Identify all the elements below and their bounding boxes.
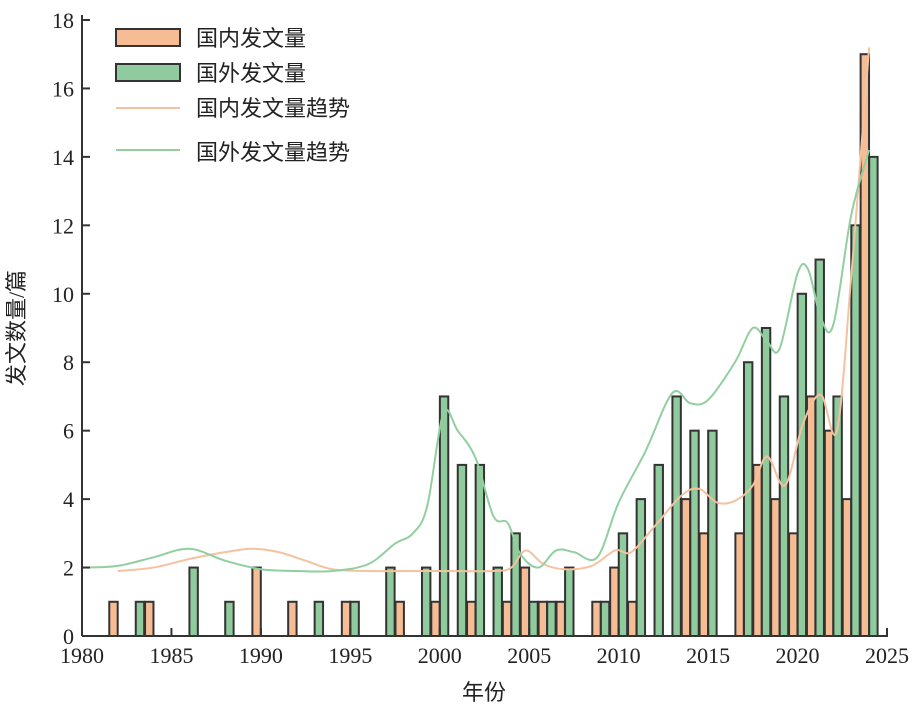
bar-foreign-1986 bbox=[188, 566, 199, 637]
bar-domestic-1998 bbox=[394, 600, 405, 637]
legend-label-foreign: 国外发文量 bbox=[196, 61, 306, 86]
bar-domestic-2002 bbox=[466, 600, 477, 637]
x-axis-title: 年份 bbox=[462, 680, 506, 705]
legend-swatch-foreign bbox=[115, 63, 181, 82]
y-tick-label: 16 bbox=[52, 76, 74, 101]
bar-domestic-2015 bbox=[698, 532, 710, 637]
bar-domestic-2004 bbox=[501, 600, 513, 637]
x-tick-label: 2025 bbox=[865, 643, 909, 668]
bar-foreign-2014 bbox=[689, 429, 700, 637]
y-tick-label: 10 bbox=[52, 282, 74, 307]
bar-foreign-2017 bbox=[742, 361, 754, 637]
bar-foreign-1997 bbox=[385, 566, 396, 637]
y-tick-label: 14 bbox=[52, 145, 74, 170]
legend-label-domestic: 国内发文量 bbox=[196, 26, 306, 51]
x-tick-label: 2005 bbox=[507, 643, 551, 668]
bar-foreign-2012 bbox=[653, 463, 664, 637]
bar-foreign-2013 bbox=[671, 395, 682, 638]
trend-line-foreign bbox=[81, 149, 871, 573]
bar-foreign-2019 bbox=[778, 395, 790, 638]
bar-foreign-2009 bbox=[599, 600, 611, 637]
bar-foreign-2001 bbox=[456, 463, 468, 637]
legend: 国内发文量 国外发文量 国内发文量趋势 国外发文量趋势 bbox=[115, 26, 350, 165]
bar-domestic-2020 bbox=[788, 532, 799, 637]
x-tick-label: 1995 bbox=[328, 643, 372, 668]
bar-foreign-1988 bbox=[224, 600, 235, 637]
y-tick-label: 2 bbox=[63, 556, 74, 581]
bar-domestic-2014 bbox=[680, 498, 692, 637]
bar-foreign-2015 bbox=[707, 429, 718, 637]
x-tick-label: 2020 bbox=[776, 643, 820, 668]
trend-line-domestic bbox=[117, 47, 871, 573]
bar-domestic-2006 bbox=[537, 600, 549, 637]
x-tick-label: 1990 bbox=[239, 643, 283, 668]
bar-domestic-2022 bbox=[823, 429, 835, 637]
bar-foreign-2010 bbox=[617, 532, 629, 637]
bar-domestic-2019 bbox=[770, 498, 781, 637]
x-tick-label: 1980 bbox=[60, 643, 104, 668]
bar-domestic-2023 bbox=[841, 498, 853, 637]
bar-domestic-1982 bbox=[108, 600, 119, 637]
legend-label-foreign-trend: 国外发文量趋势 bbox=[196, 140, 350, 165]
bar-domestic-2000 bbox=[430, 600, 441, 637]
x-tick-label: 2000 bbox=[418, 643, 462, 668]
x-tick-label: 2010 bbox=[597, 643, 641, 668]
bar-foreign-2006 bbox=[546, 600, 557, 637]
bar-domestic-2017 bbox=[734, 532, 745, 637]
bar-foreign-2011 bbox=[635, 498, 647, 637]
y-tick-label: 4 bbox=[63, 487, 74, 512]
legend-swatch-domestic bbox=[115, 28, 181, 47]
bar-foreign-2007 bbox=[564, 566, 575, 637]
bar-foreign-2003 bbox=[492, 566, 503, 637]
bar-foreign-1999 bbox=[420, 566, 432, 637]
bar-domestic-2007 bbox=[555, 600, 566, 637]
bar-domestic-1992 bbox=[287, 600, 298, 637]
bar-domestic-1984 bbox=[144, 600, 155, 637]
trend-lines-layer bbox=[81, 47, 871, 573]
x-tick-label: 2015 bbox=[686, 643, 730, 668]
axes: 0 2 4 6 8 10 12 14 16 18 1980 1985 1990 1995 2000 2005 2… bbox=[52, 8, 909, 668]
bar-domestic-2010 bbox=[609, 566, 620, 637]
bar-domestic-2009 bbox=[591, 600, 602, 637]
x-tick-label: 1985 bbox=[149, 643, 193, 668]
bar-domestic-1995 bbox=[340, 600, 352, 637]
y-tick-label: 8 bbox=[63, 350, 74, 375]
y-tick-label: 0 bbox=[63, 624, 74, 649]
bar-foreign-1995 bbox=[349, 600, 360, 637]
bar-foreign-2002 bbox=[474, 463, 486, 637]
bar-domestic-2021 bbox=[805, 395, 817, 638]
bar-foreign-2000 bbox=[438, 395, 450, 638]
bar-domestic-1990 bbox=[251, 566, 262, 637]
y-axis-title: 发文数量/篇 bbox=[4, 270, 29, 386]
bar-foreign-2022 bbox=[832, 395, 843, 638]
bar-foreign-2020 bbox=[796, 292, 808, 637]
bar-foreign-1983 bbox=[134, 600, 146, 637]
bar-foreign-1993 bbox=[313, 600, 325, 637]
bar-foreign-2018 bbox=[760, 327, 772, 637]
bar-domestic-2005 bbox=[519, 566, 531, 637]
bar-foreign-2024 bbox=[868, 155, 879, 637]
bar-foreign-2005 bbox=[528, 600, 539, 637]
bars-layer bbox=[108, 53, 879, 638]
bar-foreign-2023 bbox=[850, 224, 861, 637]
y-tick-label: 18 bbox=[52, 8, 74, 33]
y-tick-label: 6 bbox=[63, 419, 74, 444]
bar-domestic-2011 bbox=[627, 600, 638, 637]
legend-label-domestic-trend: 国内发文量趋势 bbox=[196, 96, 350, 121]
bar-domestic-2018 bbox=[752, 463, 763, 637]
y-tick-label: 12 bbox=[52, 213, 74, 238]
